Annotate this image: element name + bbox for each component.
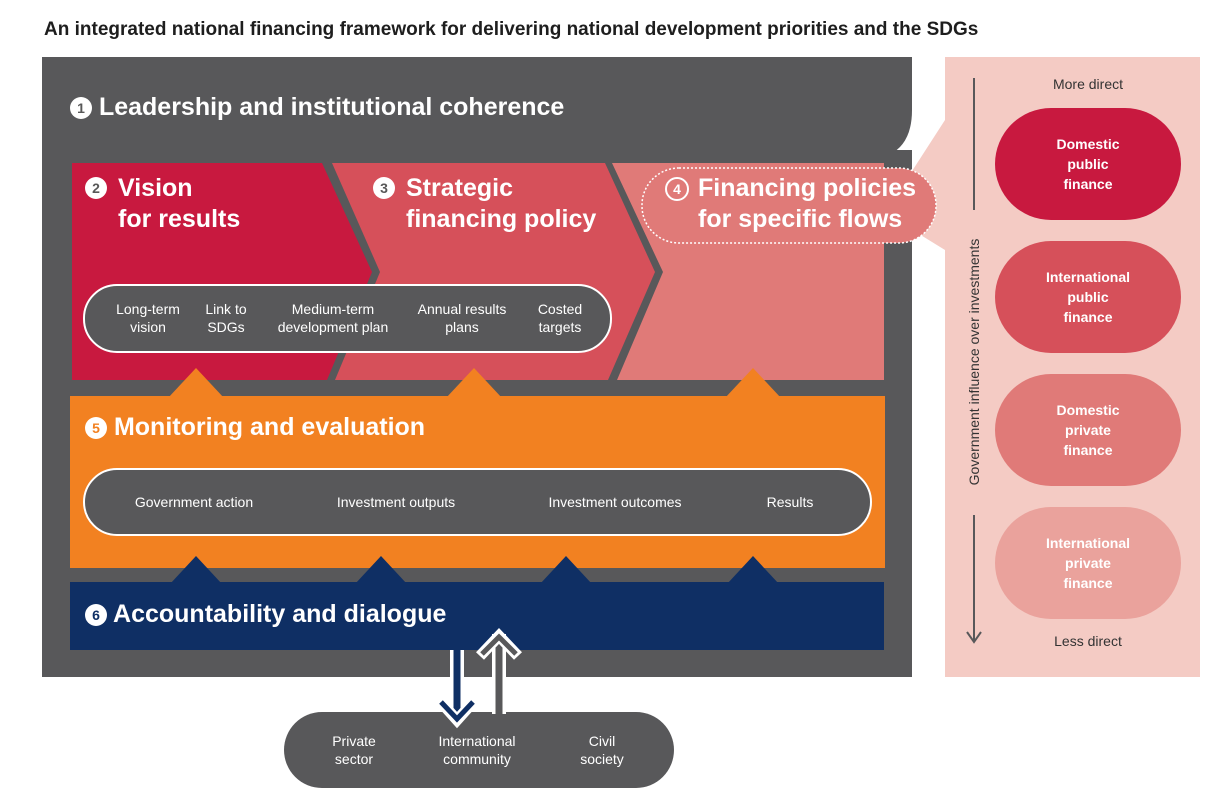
plan-item: Costed targets bbox=[537, 301, 583, 335]
plan-item: Link to SDGs bbox=[205, 301, 247, 335]
step-number-3: 3 bbox=[373, 177, 395, 199]
pointer-up bbox=[168, 368, 224, 398]
stakeholder-item: Civil society bbox=[580, 733, 624, 767]
strategic-number-wrap: 3 bbox=[373, 177, 395, 199]
stakeholder-item: International community bbox=[438, 733, 516, 767]
flow-pill bbox=[995, 241, 1181, 353]
monitoring-label: Monitoring and evaluation bbox=[113, 413, 426, 441]
down-arrow bbox=[434, 650, 480, 729]
vision-heading-line2: for results bbox=[118, 205, 241, 233]
stakeholder-item: Private sector bbox=[332, 733, 376, 767]
up-arrow bbox=[476, 628, 522, 714]
me-pill bbox=[83, 468, 872, 536]
leadership-heading: 1 Leadership and institutional coherence bbox=[70, 92, 564, 123]
flow-pill bbox=[995, 374, 1181, 486]
me-item: Results bbox=[766, 494, 814, 510]
plan-pill bbox=[83, 284, 612, 353]
stakeholder-pill bbox=[284, 712, 674, 788]
plan-item: Long-term vision bbox=[116, 301, 180, 335]
me-item: Investment outputs bbox=[336, 494, 456, 510]
pointer-up bbox=[170, 556, 222, 584]
accountability-shape bbox=[70, 582, 884, 650]
financing-number-wrap: 4 bbox=[665, 177, 689, 201]
plan-item: Medium-term development plan bbox=[277, 301, 389, 335]
flow-label: International public finance bbox=[1045, 269, 1131, 325]
pointer-up bbox=[540, 556, 592, 584]
me-item: Government action bbox=[134, 494, 254, 510]
flow-label: International private finance bbox=[1045, 535, 1131, 591]
leadership-label: Leadership and institutional coherence bbox=[98, 93, 565, 121]
strategic-heading-line2: financing policy bbox=[406, 205, 597, 233]
flow-pill bbox=[995, 507, 1181, 619]
step-number-4: 4 bbox=[665, 177, 689, 201]
flow-label: Domestic private finance bbox=[1056, 402, 1120, 458]
vision-heading-line1: Vision bbox=[118, 174, 193, 202]
financing-heading-line1: Financing policies bbox=[698, 174, 917, 202]
step-number-5: 5 bbox=[85, 417, 107, 440]
step-number-1: 1 bbox=[70, 97, 92, 120]
monitoring-heading: 5 Monitoring and evaluation bbox=[85, 412, 425, 443]
accountability-heading: 6 Accountability and dialogue bbox=[85, 599, 446, 630]
pointer-up bbox=[725, 368, 781, 398]
less-direct-label: Less direct bbox=[1054, 633, 1122, 649]
flow-pill bbox=[995, 108, 1181, 220]
step-number-2: 2 bbox=[85, 177, 107, 199]
financing-pill bbox=[641, 167, 937, 244]
leadership-box bbox=[42, 57, 912, 160]
step-number-6: 6 bbox=[85, 604, 107, 627]
axis-arrowhead bbox=[966, 631, 982, 644]
pointer-up bbox=[727, 556, 779, 584]
more-direct-label: More direct bbox=[1052, 76, 1124, 92]
pointer-up bbox=[446, 368, 502, 398]
strategic-heading-line1: Strategic bbox=[406, 174, 513, 202]
diagram-title: An integrated national financing framewo… bbox=[44, 19, 979, 40]
flow-label: Domestic public finance bbox=[1056, 136, 1120, 192]
vision-number-wrap: 2 bbox=[85, 177, 107, 199]
accountability-label: Accountability and dialogue bbox=[113, 600, 447, 628]
me-item: Investment outcomes bbox=[548, 494, 682, 510]
plan-item: Annual results plans bbox=[417, 301, 507, 335]
pointer-up bbox=[355, 556, 407, 584]
axis-label: Government influence over investments bbox=[966, 238, 982, 486]
financing-heading-line2: for specific flows bbox=[698, 205, 903, 233]
